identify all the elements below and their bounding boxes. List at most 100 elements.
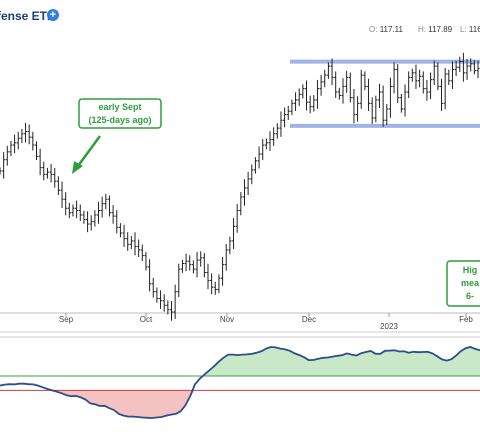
price-bar — [341, 78, 345, 104]
price-bar — [180, 259, 185, 273]
low-readout: L: 116 — [460, 25, 480, 34]
price-bar — [377, 83, 382, 109]
price-bar — [129, 236, 133, 250]
price-bar — [155, 287, 159, 303]
price-panel: Sep Oct Nov Dec 2023 Feb — [0, 52, 480, 331]
price-bar — [107, 195, 112, 217]
annotations: early Sept (125-days ago) Hig mea 6- — [72, 98, 480, 307]
price-bar — [23, 122, 28, 143]
x-tick-label: 2023 — [380, 322, 398, 331]
price-bar — [144, 251, 148, 271]
price-bar — [166, 300, 170, 315]
add-plus-icon[interactable]: + — [47, 9, 59, 21]
price-bar — [31, 131, 35, 151]
price-bar — [75, 200, 79, 219]
annotation-line-2: (125-days ago) — [88, 115, 151, 125]
price-bar — [16, 131, 20, 150]
price-bar — [436, 62, 440, 91]
price-bar — [177, 263, 181, 298]
price-bar — [421, 71, 425, 94]
price-bar — [12, 134, 17, 154]
price-bar — [286, 105, 290, 120]
price-bar — [228, 236, 232, 255]
price-bar — [304, 80, 309, 111]
price-bar — [392, 62, 396, 94]
price-bar — [60, 181, 64, 208]
price-bar — [264, 138, 268, 150]
price-bar — [374, 95, 378, 123]
price-bar — [199, 251, 203, 267]
price-bar — [38, 148, 42, 176]
price-bar — [348, 72, 352, 103]
price-bar — [2, 152, 6, 179]
x-tick-label: Nov — [220, 315, 234, 324]
price-bar — [428, 72, 433, 100]
price-bar — [323, 69, 327, 88]
price-bar — [381, 85, 385, 127]
price-bar — [104, 193, 108, 210]
price-bar — [414, 64, 418, 89]
price-bar — [469, 58, 473, 72]
price-bar — [268, 131, 272, 151]
annotation-box-2 — [446, 260, 480, 307]
price-bar — [396, 64, 400, 104]
price-bar — [78, 204, 82, 221]
price-bar — [458, 56, 462, 73]
price-bar — [56, 176, 60, 196]
price-bar — [67, 202, 71, 219]
price-bar — [359, 69, 363, 109]
price-bar — [439, 78, 444, 111]
price-bar — [213, 281, 217, 295]
price-bar — [20, 128, 24, 144]
price-bar — [224, 244, 228, 271]
price-bar — [355, 96, 360, 122]
price-bar — [217, 274, 221, 294]
price-bar — [173, 284, 177, 320]
price-bar — [315, 79, 320, 109]
annotation-line-1: early Sept — [98, 102, 141, 112]
price-bar — [366, 78, 371, 111]
price-bar — [257, 146, 261, 169]
price-bar — [96, 201, 101, 224]
price-bar — [82, 210, 86, 224]
price-bar — [308, 95, 312, 114]
price-bar — [279, 111, 283, 137]
price-bar — [337, 87, 341, 100]
price-bar — [454, 60, 458, 76]
price-bar — [283, 107, 287, 128]
price-bar — [184, 253, 188, 272]
price-bar — [169, 300, 174, 321]
price-bar — [122, 224, 126, 247]
price-bar — [49, 163, 53, 183]
price-bar — [465, 59, 469, 80]
x-tick-label: Dec — [302, 315, 316, 324]
price-bar — [363, 71, 367, 91]
price-bar — [370, 97, 374, 124]
price-bar — [148, 259, 152, 292]
price-bar — [202, 253, 206, 278]
annotation2-line-1: Hig — [463, 265, 478, 275]
price-bar — [447, 69, 451, 86]
price-bar — [53, 167, 57, 188]
oscillator-negative-fill — [0, 390, 480, 418]
price-bar — [334, 71, 338, 98]
price-bar — [388, 77, 393, 118]
price-bar — [100, 196, 104, 218]
x-tick-label: Sep — [59, 315, 74, 324]
price-bar — [195, 251, 199, 278]
price-bar — [85, 211, 90, 233]
price-bar — [5, 145, 9, 166]
price-bar — [407, 71, 411, 98]
price-bar — [450, 61, 455, 89]
price-bar — [345, 70, 349, 93]
oscillator-panel — [0, 346, 480, 419]
price-bar — [297, 88, 301, 106]
price-bar — [301, 84, 305, 99]
price-bar — [118, 223, 123, 238]
annotation2-line-2: mea — [461, 278, 480, 288]
price-bar — [162, 294, 166, 312]
price-bar — [126, 232, 130, 251]
price-bar — [210, 273, 214, 295]
price-bar — [0, 167, 2, 175]
